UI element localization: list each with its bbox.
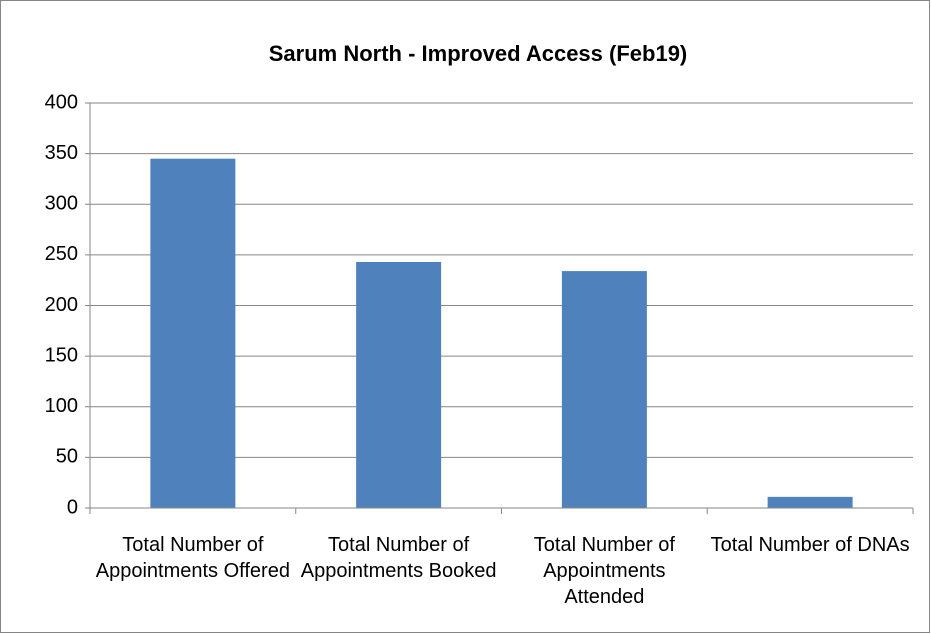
x-tick-label-box: Total Number of Appointments Booked [300,534,497,582]
bar [356,261,442,508]
bar [150,158,236,508]
y-tick-label: 400 [45,91,78,113]
bar [767,496,853,508]
x-tick-label: Total Number of Appointments Booked [300,534,497,582]
x-tick-label-box: Total Number of DNAs [710,534,910,556]
y-tick-label: 300 [45,193,78,215]
x-tick-label-box: Total Number of Appointments Offered [95,534,290,582]
y-tick-label: 0 [67,496,78,518]
y-tick-label: 250 [45,243,78,265]
chart-title: Sarum North - Improved Access (Feb19) [269,41,688,66]
x-tick-label: Total Number of Appointments Offered [95,534,290,582]
y-tick-label: 50 [56,446,78,468]
y-tick-label: 150 [45,344,78,366]
x-tick-label-box: Total Number of Appointments Attended [533,534,675,608]
y-tick-label: 350 [45,142,78,164]
y-tick-label: 200 [45,294,78,316]
bar [561,271,647,508]
y-tick-label: 100 [45,395,78,417]
x-tick-label: Total Number of Appointments Attended [533,534,675,608]
x-tick-label: Total Number of DNAs [710,534,910,556]
